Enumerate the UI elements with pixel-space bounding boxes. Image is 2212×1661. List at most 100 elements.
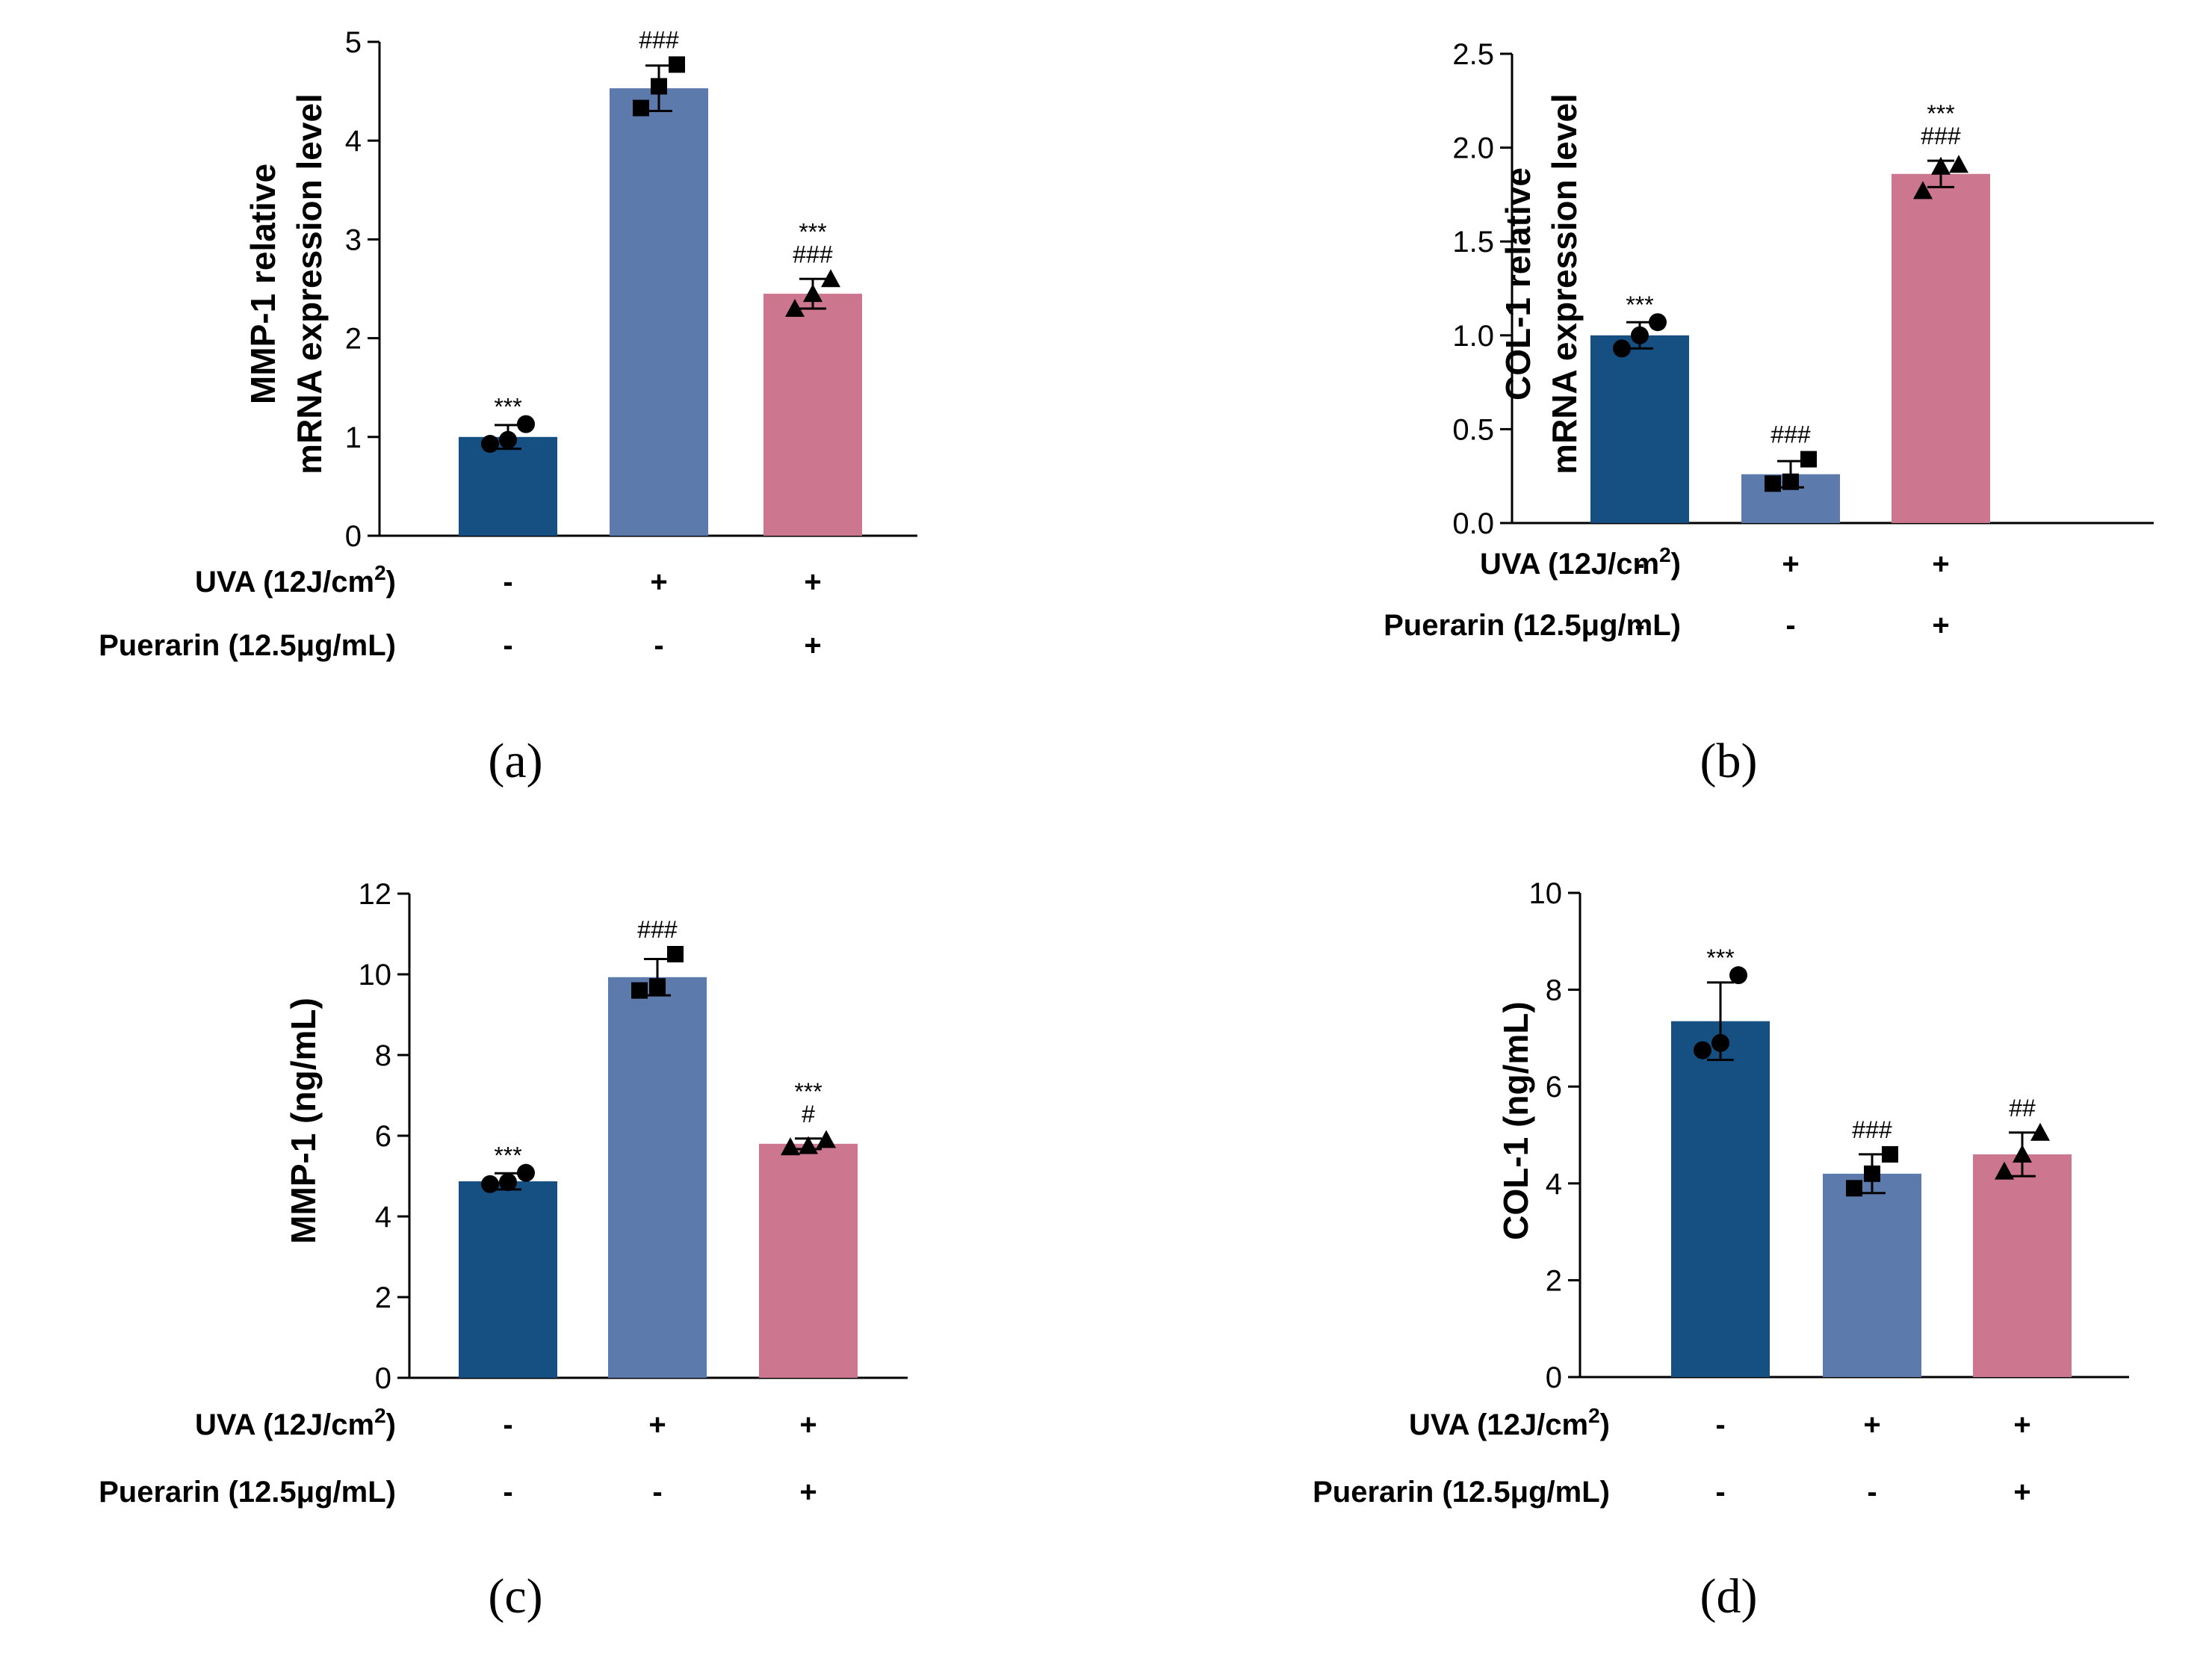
puerarin-symbol: + (1932, 609, 1949, 642)
bar (1823, 1173, 1921, 1377)
significance-hash: ### (1852, 1116, 1892, 1143)
uva-symbol: + (648, 1408, 666, 1441)
puerarin-row-label: Puerarin (12.5μg/mL) (1313, 1476, 1610, 1509)
y-tick-label: 0 (345, 520, 362, 553)
y-tick-label: 2 (1546, 1264, 1562, 1297)
y-tick-label: 2.0 (1452, 132, 1494, 165)
data-point (631, 982, 648, 999)
y-tick-label: 4 (345, 125, 362, 158)
data-point (1613, 339, 1631, 358)
uva-symbol: - (503, 1408, 512, 1441)
panel-d: 0 2 4 6 8 10 COL-1 (ng/mL) *** ### ## UVA (12J/cm2… (1106, 829, 2211, 1659)
data-point (1846, 1180, 1862, 1197)
panel-caption: (b) (1700, 734, 1758, 788)
y-tick-label: 0.0 (1452, 507, 1494, 540)
chart-a-svg: 0 1 2 3 4 5 MMP-1 relative mRNA expression leve… (99, 26, 917, 788)
data-point (651, 78, 667, 95)
y-tick-label: 8 (375, 1039, 391, 1072)
puerarin-symbol: - (503, 1476, 512, 1509)
data-point (1800, 451, 1817, 468)
data-point (785, 298, 805, 317)
data-point (633, 99, 649, 117)
uva-symbol: - (1635, 548, 1644, 581)
y-tick-label: 0 (1546, 1361, 1562, 1394)
data-point (1649, 313, 1667, 332)
puerarin-row-label: Puerarin (12.5μg/mL) (1384, 609, 1681, 642)
y-tick-label: 6 (1546, 1071, 1562, 1104)
bar (459, 1181, 557, 1378)
bar (1892, 173, 1990, 523)
data-point (1864, 1165, 1880, 1182)
puerarin-row-label: Puerarin (12.5μg/mL) (99, 629, 396, 662)
significance-hash: ### (637, 916, 678, 943)
y-tick-label: 12 (359, 878, 392, 911)
y-axis-label: MMP-1 (ng/mL) (284, 997, 323, 1244)
data-point (499, 1173, 517, 1192)
y-tick-label: 1 (345, 421, 362, 454)
panel-caption: (a) (488, 734, 542, 788)
uva-symbol: + (1932, 548, 1949, 581)
y-axis-label-line-1: MMP-1 relative (244, 164, 282, 404)
puerarin-symbol: - (503, 629, 512, 662)
y-tick-label: 5 (345, 26, 362, 59)
significance-hash: ### (1921, 123, 1961, 149)
data-point (1631, 326, 1649, 344)
bar (1590, 335, 1689, 523)
data-point (517, 1163, 535, 1182)
y-tick-label: 2 (375, 1281, 391, 1314)
panel-c: 0 2 4 6 8 10 12 MMP-1 (ng/mL) *** ### # *** UVA (12J… (0, 829, 1106, 1659)
uva-symbol: - (503, 566, 512, 598)
bar (608, 977, 707, 1378)
data-point (1949, 155, 1968, 173)
puerarin-symbol: + (799, 1476, 817, 1509)
bar (1973, 1154, 2072, 1377)
puerarin-row-label: Puerarin (12.5μg/mL) (99, 1476, 396, 1509)
y-tick-label: 0 (375, 1362, 391, 1395)
data-point (1711, 1033, 1729, 1052)
data-point (1694, 1041, 1711, 1060)
data-point (669, 56, 685, 73)
chart-b-svg: 0.0 0.5 1.0 1.5 2.0 2.5 COL-1 relative mRNA exp… (1384, 38, 2154, 788)
data-point (1729, 966, 1747, 985)
y-tick-label: 4 (1546, 1168, 1562, 1201)
significance-stars: *** (1626, 291, 1653, 318)
puerarin-symbol: + (2013, 1476, 2030, 1509)
y-axis-label-line-2: mRNA expression level (290, 93, 329, 474)
bar (759, 1143, 858, 1378)
data-point (1782, 473, 1799, 490)
y-tick-label: 2.5 (1452, 38, 1494, 71)
data-point (499, 430, 517, 449)
significance-stars: *** (794, 1078, 822, 1105)
y-tick-label: 4 (375, 1201, 391, 1234)
panel-caption: (d) (1700, 1569, 1758, 1624)
data-point (821, 269, 840, 288)
uva-symbol: + (1782, 548, 1799, 581)
uva-symbol: + (2013, 1408, 2030, 1441)
data-point (799, 1136, 818, 1154)
data-point (481, 1175, 499, 1193)
data-point (2013, 1144, 2032, 1163)
puerarin-symbol: - (654, 629, 663, 662)
uva-symbol: + (1863, 1408, 1880, 1441)
panel-b: 0.0 0.5 1.0 1.5 2.0 2.5 COL-1 relative mRNA exp… (1106, 0, 2211, 829)
data-point (1931, 156, 1951, 175)
y-tick-label: 1.5 (1452, 226, 1494, 259)
bar (763, 294, 862, 536)
uva-row-label: UVA (12J/cm2) (1480, 543, 1681, 581)
y-tick-label: 3 (345, 223, 362, 256)
data-point (481, 435, 499, 454)
y-axis-label-line-1: COL-1 relative (1499, 167, 1537, 400)
y-tick-label: 10 (359, 959, 392, 992)
data-point (649, 978, 666, 995)
y-axis-label-line-2: mRNA expression level (1545, 93, 1584, 474)
significance-hash: ### (639, 26, 679, 53)
data-point (1995, 1161, 2014, 1180)
significance-stars: *** (494, 394, 521, 421)
uva-symbol: + (650, 566, 667, 598)
y-tick-label: 10 (1529, 877, 1563, 910)
puerarin-symbol: - (1635, 609, 1644, 642)
significance-stars: *** (799, 218, 826, 245)
data-point (1765, 475, 1781, 492)
significance-hash: ### (793, 241, 833, 267)
